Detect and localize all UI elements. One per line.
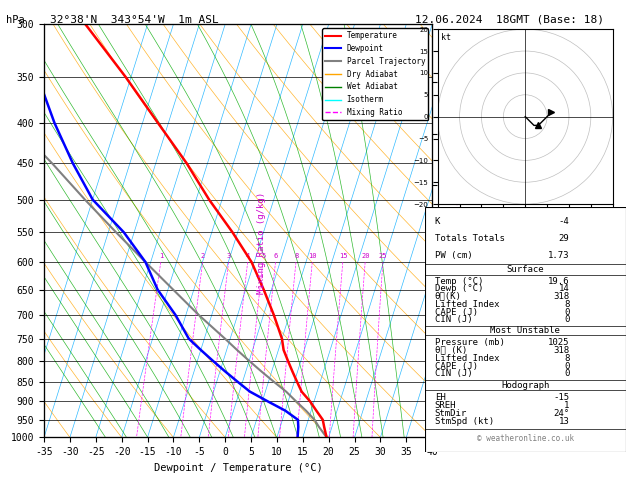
Text: 25: 25 (379, 253, 387, 259)
Text: 15: 15 (339, 253, 347, 259)
Text: -4: -4 (559, 217, 569, 226)
Text: 12.06.2024  18GMT (Base: 18): 12.06.2024 18GMT (Base: 18) (415, 15, 604, 25)
Text: hPa: hPa (6, 15, 25, 25)
X-axis label: Dewpoint / Temperature (°C): Dewpoint / Temperature (°C) (153, 463, 323, 473)
Legend: Temperature, Dewpoint, Parcel Trajectory, Dry Adiabat, Wet Adiabat, Isotherm, Mi: Temperature, Dewpoint, Parcel Trajectory… (322, 28, 428, 120)
Text: 0: 0 (564, 369, 569, 379)
Text: 8: 8 (564, 354, 569, 363)
Text: 13: 13 (559, 417, 569, 426)
Text: 32°38'N  343°54'W  1m ASL: 32°38'N 343°54'W 1m ASL (50, 15, 219, 25)
Text: θᴇ(K): θᴇ(K) (435, 292, 462, 301)
Text: StmSpd (kt): StmSpd (kt) (435, 417, 494, 426)
Text: 1: 1 (159, 253, 164, 259)
Text: 24°: 24° (554, 409, 569, 417)
Text: 1.73: 1.73 (548, 251, 569, 260)
Text: Lifted Index: Lifted Index (435, 354, 499, 363)
Text: 14: 14 (559, 284, 569, 293)
Text: LCL: LCL (432, 417, 447, 426)
Text: 1025: 1025 (548, 338, 569, 347)
FancyBboxPatch shape (425, 207, 626, 452)
Text: 10: 10 (308, 253, 317, 259)
Text: 2: 2 (201, 253, 205, 259)
Text: 0: 0 (564, 362, 569, 371)
Text: 318: 318 (554, 292, 569, 301)
Text: 1: 1 (564, 401, 569, 410)
Text: 20: 20 (361, 253, 370, 259)
Text: SREH: SREH (435, 401, 456, 410)
Text: 4: 4 (246, 253, 250, 259)
Text: 8: 8 (564, 300, 569, 309)
Y-axis label: km
ASL: km ASL (450, 222, 472, 240)
Y-axis label: Mixing Ratio (g/kg): Mixing Ratio (g/kg) (453, 175, 463, 287)
Text: Surface: Surface (506, 265, 544, 275)
Text: CIN (J): CIN (J) (435, 315, 472, 324)
Text: θᴇ (K): θᴇ (K) (435, 346, 467, 355)
Text: Pressure (mb): Pressure (mb) (435, 338, 504, 347)
Text: 5: 5 (261, 253, 265, 259)
Text: 0: 0 (564, 315, 569, 324)
Text: CIN (J): CIN (J) (435, 369, 472, 379)
Text: Mixing Ratio (g/kg): Mixing Ratio (g/kg) (257, 192, 265, 294)
Text: EH: EH (435, 393, 445, 402)
Text: K: K (435, 217, 440, 226)
Text: Dewp (°C): Dewp (°C) (435, 284, 483, 293)
Text: PW (cm): PW (cm) (435, 251, 472, 260)
Text: 19.6: 19.6 (548, 277, 569, 286)
Text: Totals Totals: Totals Totals (435, 234, 504, 243)
Text: kt: kt (441, 33, 451, 42)
Text: CAPE (J): CAPE (J) (435, 362, 477, 371)
Text: 8: 8 (294, 253, 298, 259)
Text: 318: 318 (554, 346, 569, 355)
Text: -15: -15 (554, 393, 569, 402)
Text: 0: 0 (564, 308, 569, 316)
Text: © weatheronline.co.uk: © weatheronline.co.uk (477, 434, 574, 443)
Text: 29: 29 (559, 234, 569, 243)
Text: CAPE (J): CAPE (J) (435, 308, 477, 316)
Text: Most Unstable: Most Unstable (490, 326, 560, 335)
Text: Hodograph: Hodograph (501, 381, 549, 390)
Text: StmDir: StmDir (435, 409, 467, 417)
Text: Temp (°C): Temp (°C) (435, 277, 483, 286)
Text: Lifted Index: Lifted Index (435, 300, 499, 309)
Text: 6: 6 (274, 253, 278, 259)
Text: 3: 3 (227, 253, 231, 259)
